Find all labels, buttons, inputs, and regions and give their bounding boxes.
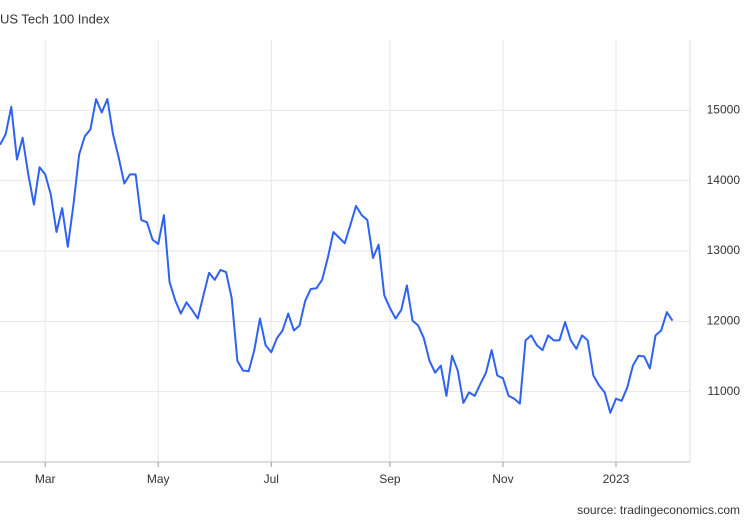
price-line — [0, 98, 674, 414]
x-tick-label: Nov — [492, 472, 513, 486]
source-note: source: tradingeconomics.com — [577, 503, 740, 517]
y-tick-label: 13000 — [707, 243, 741, 257]
x-tick-label: Jul — [264, 472, 279, 486]
y-tick-label: 11000 — [708, 384, 741, 398]
x-tick-label: Sep — [379, 472, 401, 486]
y-tick-label: 12000 — [707, 314, 741, 328]
chart-title: US Tech 100 Index — [0, 11, 110, 26]
x-tick-label: Mar — [35, 472, 56, 486]
x-tick-label: 2023 — [603, 472, 630, 486]
y-tick-label: 15000 — [707, 103, 741, 117]
x-tick-label: May — [147, 472, 170, 486]
y-tick-label: 14000 — [707, 173, 741, 187]
